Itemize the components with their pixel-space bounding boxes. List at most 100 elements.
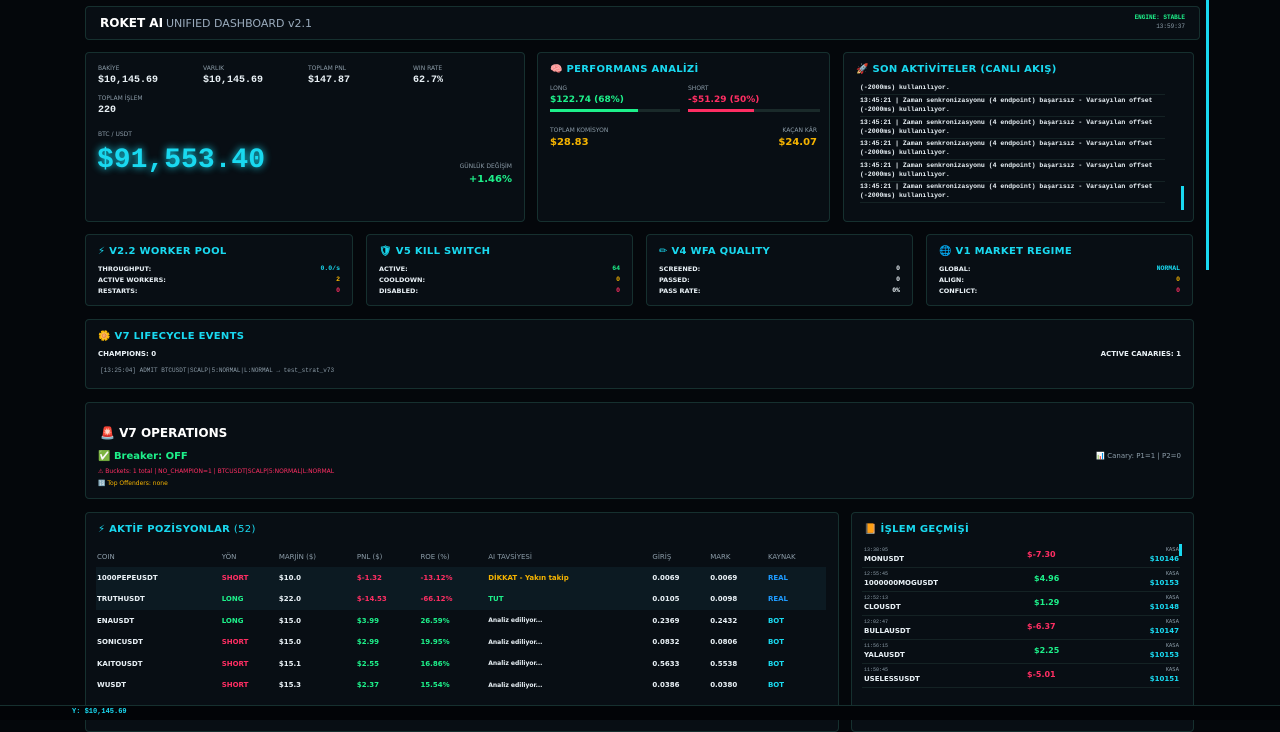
trade-type: KASA [1165,643,1179,649]
buckets-text: Buckets: 1 total | NO_CHAMPION=1 | BTCUS… [105,468,335,475]
metric-value: NORMAL [1156,265,1180,272]
divider [862,615,1180,616]
breaker: ✅ Breaker: OFF [98,451,188,462]
metric-label: RESTARTS: [98,287,138,295]
canary-text: Canary: P1=1 | P2=0 [1107,452,1181,460]
history-panel: 📙 İŞLEM GEÇMİŞİ 13:38:05 MONUSDT $-7.30 KAS… [851,512,1194,732]
position-cell: SHORT [220,567,278,589]
divider [862,687,1180,688]
activity-panel: 🚀 SON AKTİVİTELER (CANLI AKIŞ) (-2000ms)… [843,52,1194,222]
trade-type: KASA [1165,571,1179,577]
operations-panel: 🚨 V7 OPERATIONS ✅ Breaker: OFF ⚠ Buckets… [85,402,1194,499]
position-cell: TRUTHUSDT [96,588,221,610]
divider [862,591,1180,592]
trade-symbol: CLOUSDT [864,603,901,611]
column-header: YÖN [221,553,237,561]
champions: CHAMPIONS: 0 [98,350,157,358]
position-cell: KAITOUSDT [97,659,143,668]
position-cell: REAL [766,567,826,589]
position-cell: DİKKAT - Yakın takip [487,567,652,589]
activity-line: 13:45:21 | Zaman senkronizasyonu (4 endp… [860,161,1165,182]
module-panel: 🛡 V5 KILL SWITCH ACTIVE: 64 COOLDOWN: 0 DISAB… [366,234,633,306]
column-header: MARK [710,553,731,561]
trade-time: 12:55:45 [864,571,889,577]
panel-title: 🚨 V7 OPERATIONS [100,426,228,440]
position-cell: $2.55 [356,659,380,668]
title-text: V7 OPERATIONS [119,426,228,440]
metric-label: THROUGHPUT: [98,265,152,273]
short-value: -$51.29 (50%) [688,95,760,105]
stat-value: 62.7% [413,75,444,86]
position-cell: 0.0380 [710,681,738,690]
position-cell: WUSDT [97,681,127,690]
canary: 📊 Canary: P1=1 | P2=0 [1096,452,1181,460]
position-cell: $15.0 [278,638,301,647]
position-cell: BOT [767,681,785,690]
metric-value: 0 [336,287,340,294]
title-text: SON AKTİVİTELER (CANLI AKIŞ) [872,64,1057,75]
position-cell: $15.1 [278,659,301,668]
position-cell: Analiz ediliyor... [488,660,543,668]
breaker-text: Breaker: OFF [113,451,188,462]
metric-value: 64 [612,265,620,272]
metric-value: 0 [1176,276,1180,283]
scrollbar [1179,544,1182,556]
trade-pnl: $2.25 [1034,646,1060,655]
position-cell: 0.5633 [652,659,680,668]
stat-label: BAKİYE [98,65,120,72]
position-row: TRUTHUSDT LONG $22.0 $-14.53 -66.12% TUT 0.010… [96,588,826,610]
metric-label: COOLDOWN: [379,276,426,284]
header: ROKET AI UNIFIED DASHBOARD v2.1 ENGINE: … [85,6,1200,40]
metric-value: 0 [896,265,900,272]
stat-value: $147.87 [308,75,351,86]
short-label: SHORT [688,85,709,92]
position-cell: -13.12% [419,567,488,589]
metric-label: PASSED: [659,276,690,284]
footer-balance: Y: $10,145.69 [72,708,127,716]
lifecycle-panel: 🌼 V7 LIFECYCLE EVENTS CHAMPIONS: 0 ACTIV… [85,319,1194,389]
title-text: İŞLEM GEÇMİŞİ [880,524,969,535]
trade-symbol: MONUSDT [864,555,905,563]
activity-line: 13:45:21 | Zaman senkronizasyonu (4 endp… [860,118,1165,139]
panel-title: 🧠 PERFORMANS ANALİZİ [550,64,699,75]
column-header: AI TAVSİYESİ [488,553,532,561]
position-cell: BOT [767,638,785,647]
position-cell: LONG [220,588,278,610]
metric-value: 0 [616,287,620,294]
position-row: WUSDT SHORT $15.3 $2.37 15.54% Analiz ediliyo… [96,675,826,697]
column-header: KAYNAK [767,553,796,561]
activity-line: 13:45:21 | Zaman senkronizasyonu (4 endp… [860,182,1165,203]
positions-table: COIN YÖN MARJİN ($) PNL ($) ROE (%) AI TAVSİY… [96,547,826,696]
missed-label: KAÇAN KÂR [782,127,817,134]
position-cell: LONG [221,616,244,625]
position-cell: ENAUSDT [97,616,135,625]
position-cell: REAL [766,588,826,610]
trade-symbol: 1000000MOGUSDT [864,579,939,587]
panel-title: 🌼 V7 LIFECYCLE EVENTS [98,331,245,342]
trade-time: 12:52:13 [864,595,889,601]
position-cell: SHORT [221,659,249,668]
trade-pnl: $-5.01 [1027,670,1056,679]
scrollbar [1206,0,1209,270]
position-cell: Analiz ediliyor... [488,681,543,689]
activity-line: 13:45:21 | Zaman senkronizasyonu (4 endp… [860,96,1165,117]
position-cell: 0.0098 [709,588,767,610]
stat-label: VARLIK [203,65,225,72]
position-row: SONICUSDT SHORT $15.0 $2.99 19.95% Analiz edi… [96,632,826,654]
metric-value: 0 [896,276,900,283]
position-cell: 0.0386 [652,681,680,690]
long-bar [550,109,680,112]
position-cell: 0.5538 [710,659,738,668]
trade-time: 12:02:47 [864,619,889,625]
trade-balance: $10148 [1149,603,1179,611]
position-cell: 0.0832 [652,638,680,647]
position-cell: -66.12% [419,588,488,610]
position-cell: $2.99 [356,638,380,647]
trade-symbol: BULLAUSDT [864,627,911,635]
subtitle: UNIFIED DASHBOARD v2.1 [166,17,313,30]
long-label: LONG [550,85,567,92]
metric-label: GLOBAL: [939,265,971,273]
position-cell: 1000PEPEUSDT [96,567,221,589]
position-row: 1000PEPEUSDT SHORT $10.0 $-1.32 -13.12% DİKKA… [96,567,826,589]
